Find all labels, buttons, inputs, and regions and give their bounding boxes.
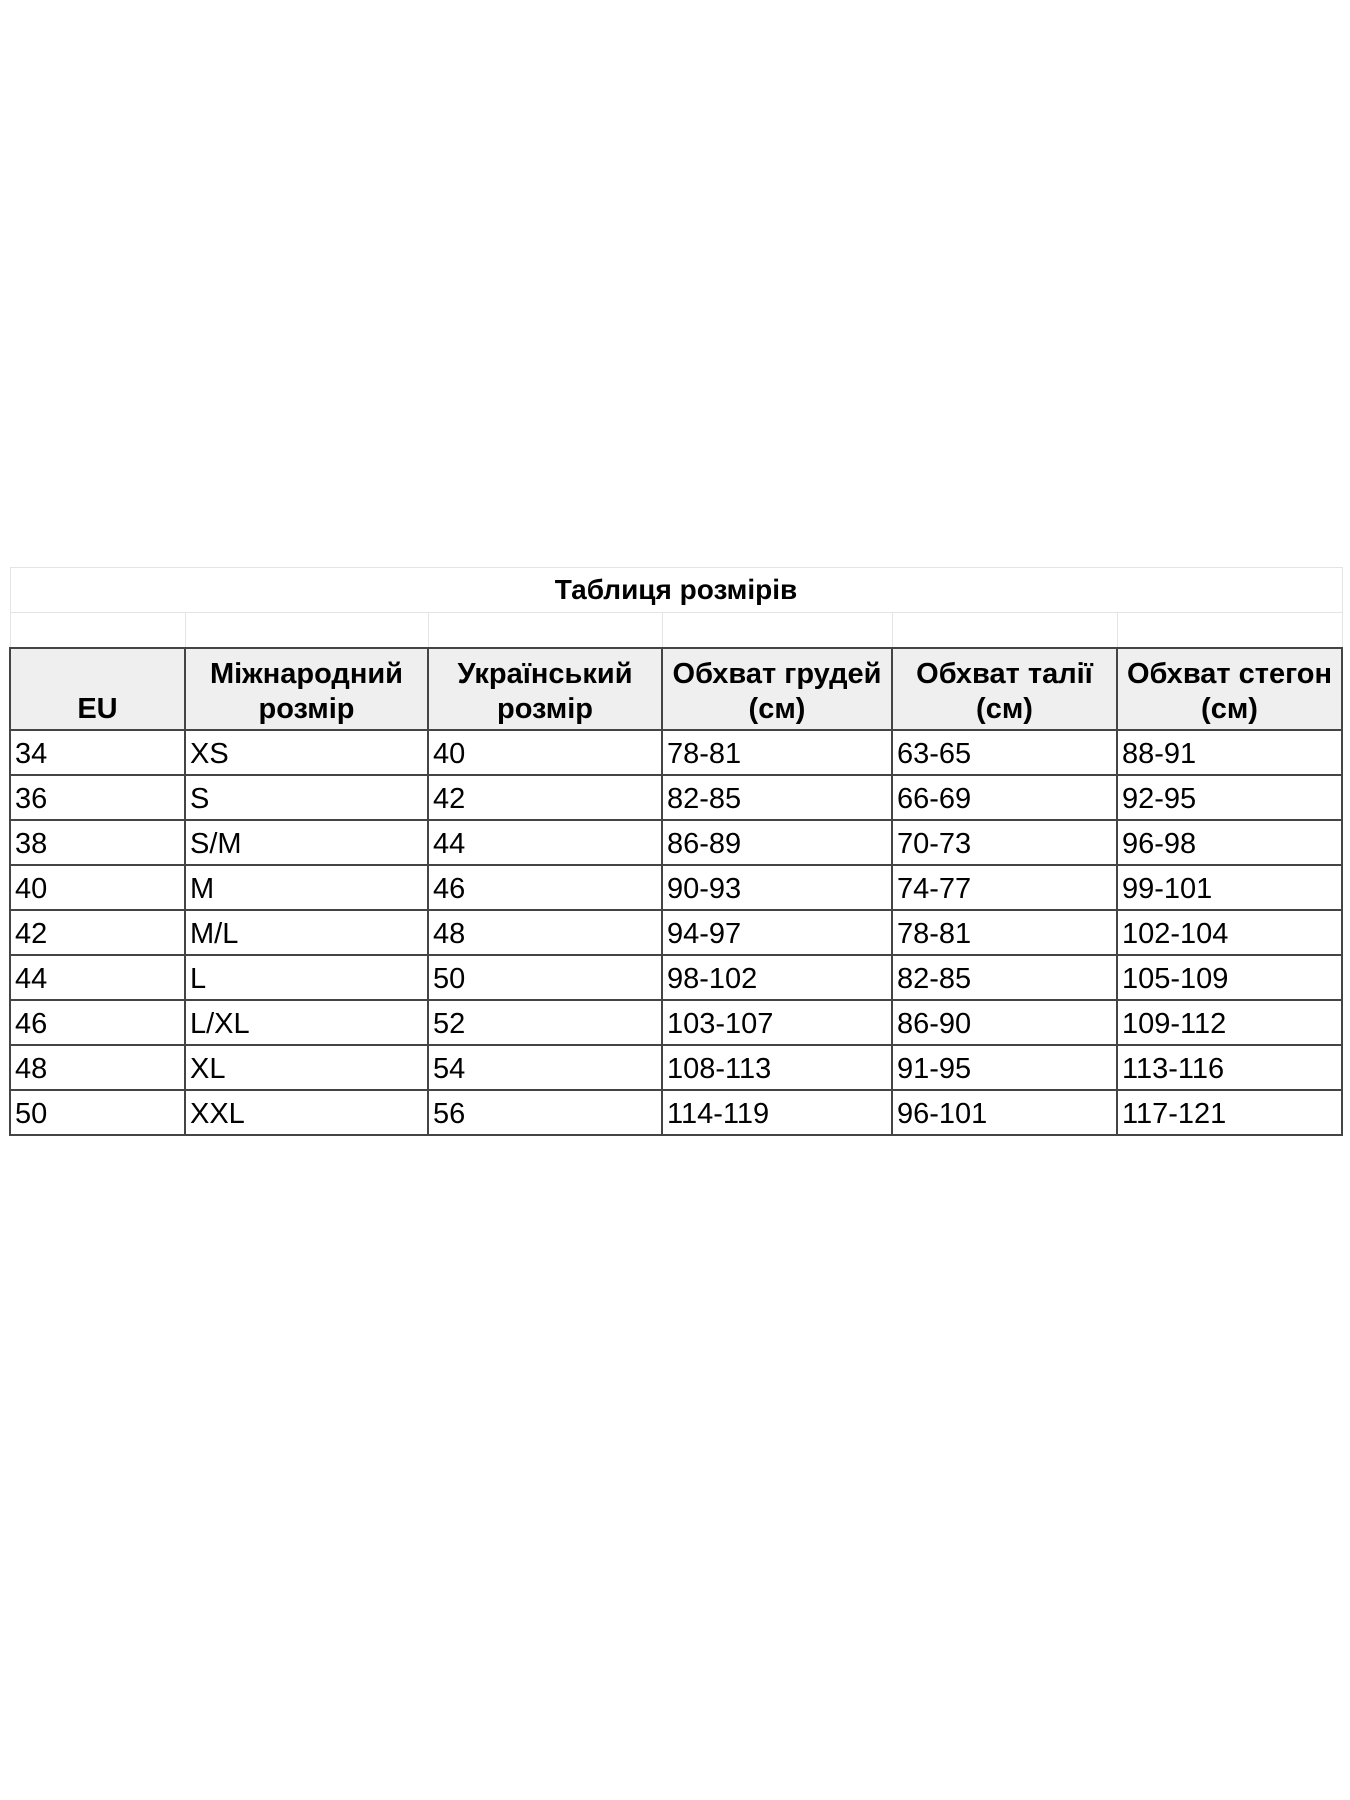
table-cell: 48 [9, 1044, 186, 1091]
column-header: Обхват стегон (см) [1116, 647, 1343, 731]
table-cell: 40 [9, 864, 186, 911]
table-cell: 50 [427, 954, 663, 1001]
table-cell: 48 [427, 909, 663, 956]
table-cell: 46 [9, 999, 186, 1046]
table-cell: 34 [9, 729, 186, 776]
table-cell: 117-121 [1116, 1089, 1343, 1136]
table-cell: XL [184, 1044, 429, 1091]
table-cell: 74-77 [891, 864, 1118, 911]
table-row: 50 XXL 56 114-119 96-101 117-121 [9, 1089, 1343, 1136]
table-cell: 86-90 [891, 999, 1118, 1046]
table-cell: 78-81 [891, 909, 1118, 956]
table-cell: S/M [184, 819, 429, 866]
table-cell: 92-95 [1116, 774, 1343, 821]
column-header: Обхват талії (см) [891, 647, 1118, 731]
table-cell: 90-93 [661, 864, 893, 911]
table-cell: XXL [184, 1089, 429, 1136]
table-cell: 38 [9, 819, 186, 866]
size-chart: Таблиця розмірів EU Міжнародний розмір Укр… [9, 567, 1343, 1136]
table-row: 36 S 42 82-85 66-69 92-95 [9, 774, 1343, 821]
table-cell: 46 [427, 864, 663, 911]
size-table: Таблиця розмірів EU Міжнародний розмір Укр… [9, 567, 1343, 1136]
table-cell: 42 [427, 774, 663, 821]
table-row: 34 XS 40 78-81 63-65 88-91 [9, 729, 1343, 776]
table-row: 38 S/M 44 86-89 70-73 96-98 [9, 819, 1343, 866]
table-cell: M/L [184, 909, 429, 956]
table-cell: M [184, 864, 429, 911]
table-cell: 44 [9, 954, 186, 1001]
table-cell: 96-98 [1116, 819, 1343, 866]
table-cell: 108-113 [661, 1044, 893, 1091]
table-cell: 52 [427, 999, 663, 1046]
table-cell: 98-102 [661, 954, 893, 1001]
table-cell: L [184, 954, 429, 1001]
table-cell: 44 [427, 819, 663, 866]
header-row: EU Міжнародний розмір Український розмір Об… [9, 647, 1343, 731]
table-row: 44 L 50 98-102 82-85 105-109 [9, 954, 1343, 1001]
table-row: 46 L/XL 52 103-107 86-90 109-112 [9, 999, 1343, 1046]
title-row: Таблиця розмірів [9, 567, 1343, 613]
table-row: 48 XL 54 108-113 91-95 113-116 [9, 1044, 1343, 1091]
table-cell: 94-97 [661, 909, 893, 956]
table-cell: 114-119 [661, 1089, 893, 1136]
table-cell: L/XL [184, 999, 429, 1046]
column-header: Міжнародний розмір [184, 647, 429, 731]
table-title: Таблиця розмірів [9, 567, 1343, 613]
table-cell: 105-109 [1116, 954, 1343, 1001]
table-cell: 91-95 [891, 1044, 1118, 1091]
table-cell: 40 [427, 729, 663, 776]
table-cell: 96-101 [891, 1089, 1118, 1136]
table-cell: 113-116 [1116, 1044, 1343, 1091]
table-row: 40 M 46 90-93 74-77 99-101 [9, 864, 1343, 911]
empty-row [9, 612, 1343, 649]
table-row: 42 M/L 48 94-97 78-81 102-104 [9, 909, 1343, 956]
table-cell: 82-85 [661, 774, 893, 821]
table-cell: 63-65 [891, 729, 1118, 776]
table-cell: 86-89 [661, 819, 893, 866]
table-cell: 88-91 [1116, 729, 1343, 776]
table-cell: 42 [9, 909, 186, 956]
table-cell: 78-81 [661, 729, 893, 776]
table-cell: 109-112 [1116, 999, 1343, 1046]
table-cell: 50 [9, 1089, 186, 1136]
table-cell: S [184, 774, 429, 821]
table-cell: 66-69 [891, 774, 1118, 821]
table-cell: 82-85 [891, 954, 1118, 1001]
table-cell: 56 [427, 1089, 663, 1136]
column-header: Обхват грудей (см) [661, 647, 893, 731]
table-cell: 54 [427, 1044, 663, 1091]
table-cell: 36 [9, 774, 186, 821]
table-cell: 99-101 [1116, 864, 1343, 911]
table-cell: XS [184, 729, 429, 776]
table-cell: 102-104 [1116, 909, 1343, 956]
table-cell: 70-73 [891, 819, 1118, 866]
column-header: Український розмір [427, 647, 663, 731]
table-cell: 103-107 [661, 999, 893, 1046]
column-header: EU [9, 647, 186, 731]
